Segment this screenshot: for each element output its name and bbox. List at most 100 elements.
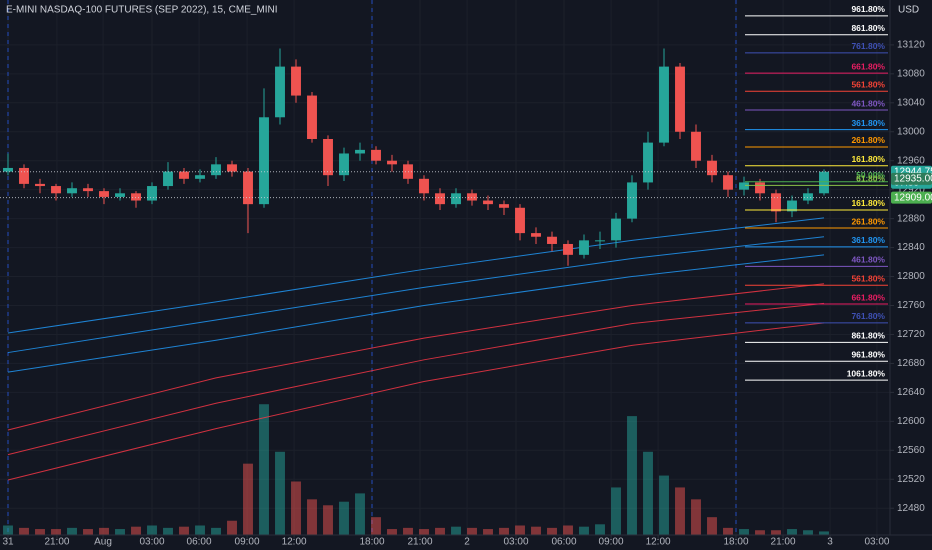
currency: USD — [898, 5, 919, 16]
candle-body — [51, 186, 61, 194]
y-tick-label: 12840 — [897, 242, 925, 253]
moving-average — [7, 322, 825, 481]
x-tick-label: 12:00 — [282, 537, 307, 548]
price-tag-label: 12935.00 — [894, 173, 932, 184]
candle-body — [723, 175, 733, 190]
candle-body — [595, 240, 605, 242]
candle-body — [99, 191, 109, 197]
volume-bar — [387, 529, 397, 535]
candle-body — [371, 149, 381, 161]
volume-bar — [499, 527, 509, 535]
moving-average — [7, 217, 825, 334]
y-tick-label: 12680 — [897, 358, 925, 369]
candle-body — [803, 193, 813, 201]
price-tag-label: 12909.00 — [894, 192, 932, 203]
y-tick-label: 13120 — [897, 40, 925, 51]
candle-body — [435, 193, 445, 205]
candle-body — [611, 218, 621, 241]
y-tick-label: 12960 — [897, 155, 925, 166]
y-tick-label: 13040 — [897, 97, 925, 108]
volume-bar — [67, 527, 77, 535]
x-tick-label: 21:00 — [771, 537, 796, 548]
candle-body — [787, 200, 797, 212]
volume-bar — [707, 517, 717, 535]
x-tick-label: 2 — [464, 537, 470, 548]
chart-title: E-MINI NASDAQ-100 FUTURES (SEP 2022), 15… — [6, 5, 278, 16]
candle-body — [483, 200, 493, 205]
volume-bar — [403, 527, 413, 535]
y-tick-label: 13080 — [897, 68, 925, 79]
moving-average — [7, 236, 825, 354]
volume-bar — [339, 501, 349, 535]
x-tick-label: 18:00 — [723, 537, 748, 548]
candle-body — [755, 182, 765, 194]
moving-average — [7, 254, 825, 373]
volume-bar — [787, 529, 797, 535]
volume-bar — [291, 481, 301, 535]
candle-body — [83, 188, 93, 192]
x-tick-label: 18:00 — [359, 537, 384, 548]
y-tick-label: 12800 — [897, 271, 925, 282]
candle-body — [307, 95, 317, 139]
candle-body — [563, 243, 573, 255]
volume-bar — [211, 527, 221, 535]
y-tick-label: 12560 — [897, 445, 925, 456]
x-tick-label: 06:00 — [187, 537, 212, 548]
y-tick-label: 12520 — [897, 474, 925, 485]
volume-bar — [515, 525, 525, 535]
fib-label: 161.80% — [851, 154, 885, 164]
volume-bar — [323, 505, 333, 535]
volume-bar — [819, 531, 829, 535]
fib-label: 861.80% — [851, 23, 885, 33]
fib-label: 361.80% — [851, 235, 885, 245]
y-tick-label: 12640 — [897, 387, 925, 398]
volume-bar — [627, 416, 637, 535]
x-tick-label: 03:00 — [864, 537, 889, 548]
x-tick-label: 21:00 — [44, 537, 69, 548]
candle-body — [195, 175, 205, 179]
fib-label: 961.80% — [851, 4, 885, 14]
fib-label: 461.80% — [851, 255, 885, 265]
candle-body — [387, 160, 397, 165]
candle-body — [579, 240, 589, 255]
fib-label: 761.80% — [851, 41, 885, 51]
volume-bar — [19, 527, 29, 535]
moving-average — [7, 283, 825, 431]
fib-label: 61.80% — [856, 174, 885, 184]
candle-body — [531, 233, 541, 237]
volume-bar — [99, 527, 109, 535]
candle-body — [19, 167, 29, 184]
x-tick-label: 31 — [2, 537, 14, 548]
candle-body — [643, 142, 653, 183]
volume-bar — [195, 525, 205, 535]
fib-label: 261.80% — [851, 135, 885, 145]
y-tick-label: 12760 — [897, 300, 925, 311]
y-tick-label: 12720 — [897, 329, 925, 340]
y-tick-label: 12880 — [897, 213, 925, 224]
volume-bar — [115, 529, 125, 535]
moving-average — [7, 302, 825, 456]
volume-bar — [723, 527, 733, 535]
volume-bar — [179, 526, 189, 535]
fib-label: 861.80% — [851, 331, 885, 341]
x-tick-label: Aug — [94, 537, 112, 548]
x-tick-label: 09:00 — [599, 537, 624, 548]
candle-body — [659, 66, 669, 143]
candle-body — [707, 160, 717, 176]
candle-body — [323, 138, 333, 176]
volume-bar — [595, 524, 605, 535]
candle-body — [771, 193, 781, 212]
candle-body — [451, 193, 461, 205]
x-tick-label: 12:00 — [646, 537, 671, 548]
x-tick-label: 21:00 — [407, 537, 432, 548]
x-tick-label: 06:00 — [551, 537, 576, 548]
x-tick-label: 09:00 — [235, 537, 260, 548]
volume-bar — [547, 527, 557, 535]
fib-label: 161.80% — [851, 198, 885, 208]
candle-body — [499, 204, 509, 208]
fib-label: 561.80% — [851, 273, 885, 283]
candle-body — [275, 66, 285, 118]
volume-bar — [371, 517, 381, 535]
